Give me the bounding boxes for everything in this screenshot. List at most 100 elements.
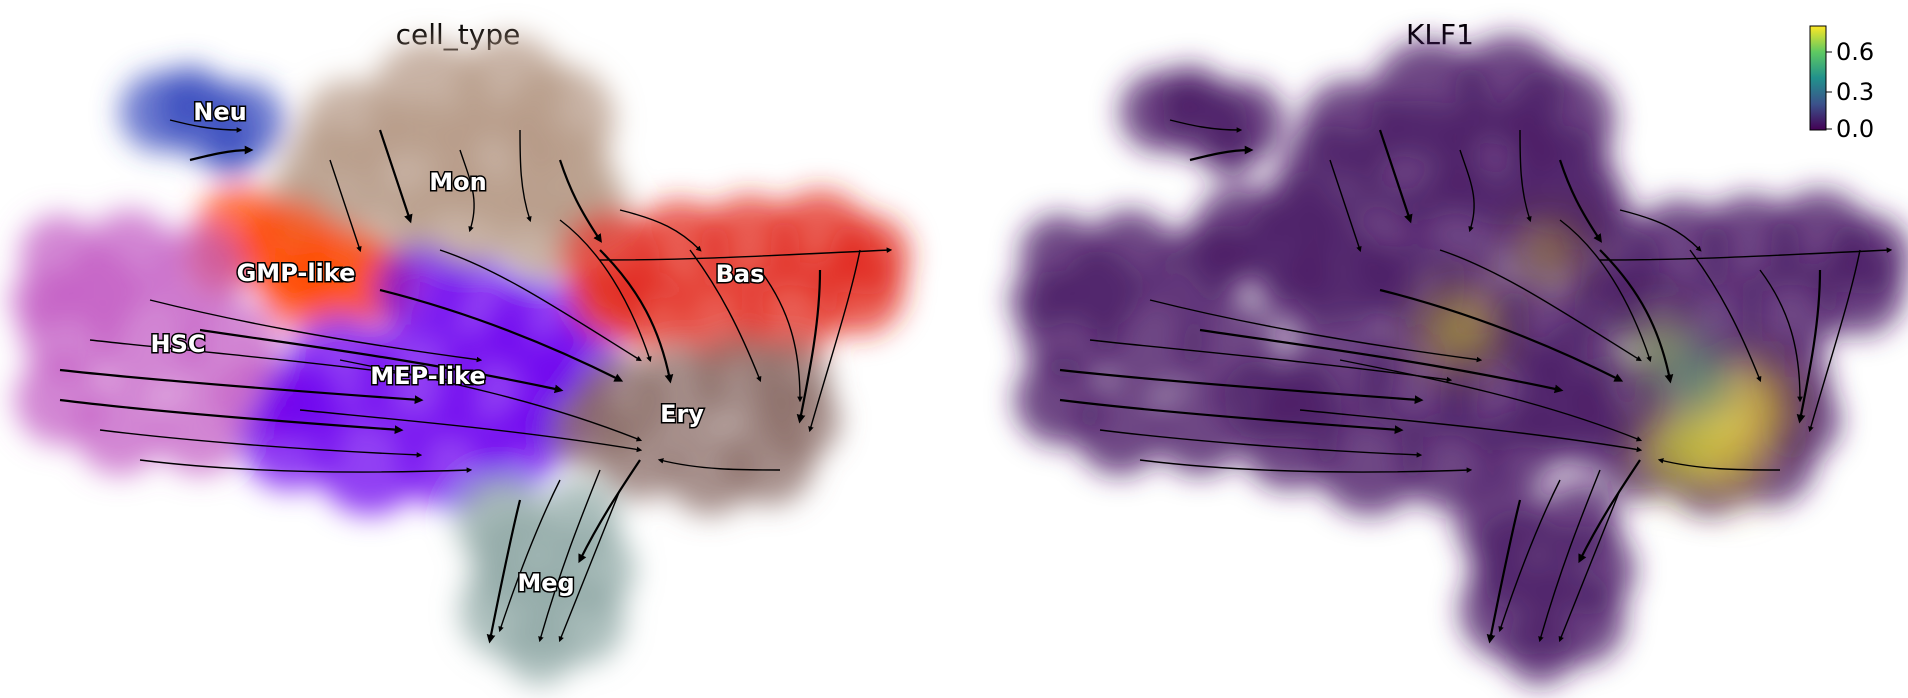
streamline xyxy=(1498,479,1561,633)
point-gmp-like xyxy=(260,250,340,330)
streamline xyxy=(459,149,475,233)
cluster-label-mep-like: MEP-like xyxy=(370,362,485,390)
streamline xyxy=(149,299,483,363)
streamline xyxy=(1089,339,1453,383)
point-klf1 xyxy=(1160,65,1220,125)
streamline xyxy=(1059,368,1424,405)
cluster-label-meg: Meg xyxy=(517,569,574,597)
colorbar-tick-label-0: 0.0 xyxy=(1836,115,1874,143)
point-klf1-high xyxy=(1420,290,1500,370)
streamline xyxy=(657,458,781,471)
streamline xyxy=(1559,219,1652,363)
streamline xyxy=(1339,359,1643,442)
colorbar-gradient xyxy=(1809,25,1827,131)
streamline xyxy=(808,249,861,433)
point-neu xyxy=(202,122,258,178)
streamline xyxy=(1558,489,1621,643)
streamline xyxy=(1199,328,1564,394)
streamline xyxy=(59,398,404,435)
streamline xyxy=(1808,249,1861,433)
streamline xyxy=(578,459,641,564)
point-klf1 xyxy=(1505,615,1575,685)
cluster-labels: Neu Mon GMP-like HSC MEP-like Bas Ery Meg xyxy=(149,97,766,599)
streamline xyxy=(1439,249,1642,362)
streamline xyxy=(1189,145,1254,162)
streamline xyxy=(1329,159,1362,253)
point-klf1-high xyxy=(1700,440,1760,500)
cell-type-clusters xyxy=(10,35,910,685)
streamline xyxy=(689,249,762,383)
streamline xyxy=(339,359,643,442)
streamline xyxy=(558,159,602,243)
streamline xyxy=(169,119,243,133)
point-klf1 xyxy=(1060,250,1140,330)
point-klf1 xyxy=(1010,270,1070,330)
streamline xyxy=(558,489,621,643)
point-meg xyxy=(505,615,575,685)
colorbar: 0.0 0.3 0.6 xyxy=(1809,25,1874,143)
streamline xyxy=(1059,398,1404,435)
panel-cell-type: cell_type NeuMonGMP-likeHSCMEP-likeBasEr… xyxy=(10,18,910,685)
panel-klf1: KLF1 0.0 0.3 0.6 xyxy=(1010,18,1908,685)
streamline xyxy=(498,479,561,633)
cluster-label-bas: Bas xyxy=(716,260,765,288)
streamline xyxy=(59,368,424,405)
point-klf1 xyxy=(1260,250,1340,330)
streamline xyxy=(1169,119,1243,133)
streamline xyxy=(538,469,601,643)
colorbar-tick-label-1: 0.3 xyxy=(1836,78,1874,106)
streamline xyxy=(1379,288,1624,382)
streamline xyxy=(1796,269,1822,424)
streamline xyxy=(1599,249,1674,384)
streamline xyxy=(379,288,624,382)
streamline xyxy=(759,269,803,403)
cluster-label-gmp-like: GMP-like xyxy=(237,259,356,287)
point-klf1-high xyxy=(1625,315,1695,385)
streamline xyxy=(1558,159,1602,243)
streamline xyxy=(329,159,362,253)
cluster-label-hsc: HSC xyxy=(151,330,206,358)
streamline xyxy=(299,409,643,453)
streamline xyxy=(1486,499,1522,644)
streamline xyxy=(378,129,413,224)
streamline xyxy=(599,247,893,261)
streamline xyxy=(1149,299,1483,363)
streamline xyxy=(1139,459,1473,473)
cluster-label-mon: Mon xyxy=(429,168,486,196)
streamline xyxy=(1378,129,1413,224)
point-klf1 xyxy=(1202,122,1258,178)
point-klf1 xyxy=(1075,385,1165,475)
velocity-streamlines-klf1 xyxy=(1059,119,1893,644)
streamline xyxy=(439,249,642,362)
streamline xyxy=(1619,209,1702,252)
point-bas xyxy=(570,260,650,340)
point-mep-like xyxy=(260,360,340,440)
point-hsc xyxy=(10,270,70,330)
streamline xyxy=(1689,249,1762,383)
streamline xyxy=(1099,429,1423,458)
streamline xyxy=(1459,149,1475,233)
klf1-high-expression xyxy=(1420,220,1790,500)
point-klf1 xyxy=(1550,390,1630,470)
streamline xyxy=(1519,129,1532,223)
velocity-streamlines xyxy=(59,119,893,644)
streamline xyxy=(519,129,532,223)
streamline xyxy=(1657,458,1781,471)
streamline xyxy=(139,459,473,473)
streamline xyxy=(1599,247,1893,261)
streamline xyxy=(189,145,254,162)
point-hsc xyxy=(75,385,165,475)
point-klf1 xyxy=(1570,260,1650,340)
streamline xyxy=(99,429,423,458)
point-klf1-high xyxy=(1520,220,1580,280)
streamline xyxy=(559,219,652,363)
streamline xyxy=(599,249,674,384)
streamline xyxy=(1759,269,1803,403)
streamline xyxy=(1538,469,1601,643)
cluster-label-neu: Neu xyxy=(193,98,246,126)
streamline xyxy=(199,328,564,394)
point-ery xyxy=(550,390,630,470)
point-hsc xyxy=(60,250,140,330)
streamline xyxy=(1299,409,1643,453)
